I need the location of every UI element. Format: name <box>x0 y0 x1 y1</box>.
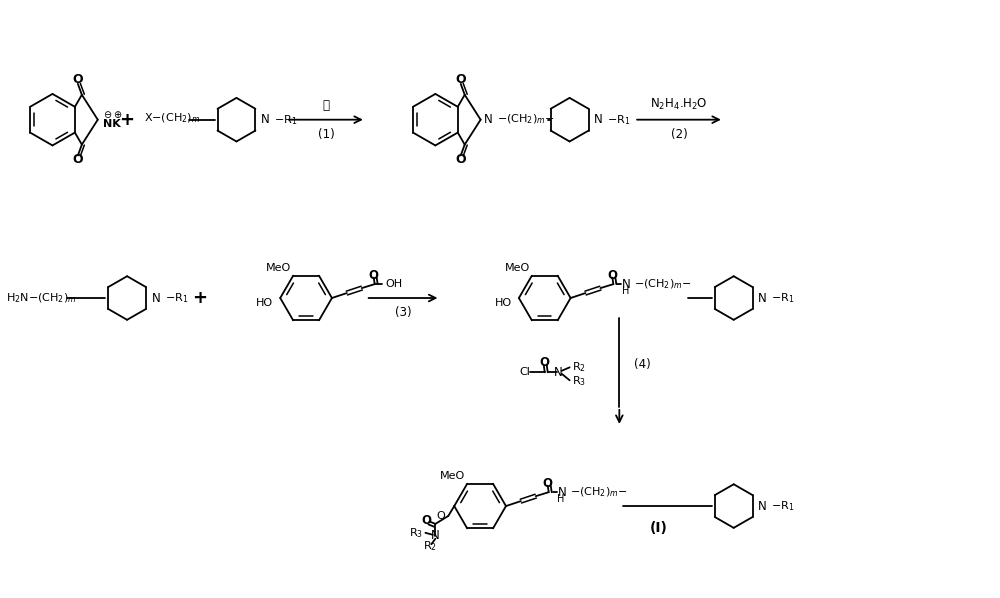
Text: R$_2$: R$_2$ <box>572 361 586 374</box>
Text: O: O <box>73 154 83 166</box>
Text: (4): (4) <box>634 358 651 371</box>
Text: $\ominus\oplus$: $\ominus\oplus$ <box>103 109 123 120</box>
Text: N: N <box>594 113 603 126</box>
Text: MeO: MeO <box>266 263 291 273</box>
Text: O: O <box>455 73 466 86</box>
Text: H$_2$N$-$(CH$_2$)$_m$: H$_2$N$-$(CH$_2$)$_m$ <box>6 291 76 305</box>
Text: MeO: MeO <box>440 471 465 481</box>
Text: MeO: MeO <box>505 263 530 273</box>
Text: $-$R$_1$: $-$R$_1$ <box>165 291 188 305</box>
Text: N: N <box>558 486 566 499</box>
Text: (2): (2) <box>671 127 687 141</box>
Text: (I): (I) <box>650 521 668 535</box>
Text: +: + <box>120 111 135 129</box>
Text: N$_2$H$_4$.H$_2$O: N$_2$H$_4$.H$_2$O <box>650 97 708 112</box>
Text: $-$R$_1$: $-$R$_1$ <box>274 113 298 127</box>
Text: H: H <box>557 493 565 504</box>
Text: O: O <box>455 154 466 166</box>
Text: R$_3$: R$_3$ <box>409 526 423 540</box>
Text: H: H <box>622 286 629 295</box>
Text: R$_2$: R$_2$ <box>423 539 437 553</box>
Text: X$-$(CH$_2$)$_m$: X$-$(CH$_2$)$_m$ <box>144 112 200 126</box>
Text: N: N <box>622 277 631 291</box>
Text: NK: NK <box>103 119 121 129</box>
Text: N: N <box>261 113 270 126</box>
Text: $-$(CH$_2$)$_m$$-$: $-$(CH$_2$)$_m$$-$ <box>497 113 554 127</box>
Text: N: N <box>758 291 767 304</box>
Text: N: N <box>151 291 160 304</box>
Text: $-$R$_1$: $-$R$_1$ <box>771 291 795 305</box>
Text: O: O <box>421 514 431 527</box>
Text: 碱: 碱 <box>322 99 329 112</box>
Text: N: N <box>554 366 563 379</box>
Text: OH: OH <box>386 279 403 289</box>
Text: O: O <box>73 73 83 86</box>
Text: (3): (3) <box>395 306 411 319</box>
Text: $-$(CH$_2$)$_m$$-$: $-$(CH$_2$)$_m$$-$ <box>570 486 627 499</box>
Text: +: + <box>192 289 207 307</box>
Text: $-$R$_1$: $-$R$_1$ <box>607 113 631 127</box>
Text: O: O <box>542 477 552 490</box>
Text: N: N <box>484 113 492 126</box>
Text: O: O <box>368 269 378 282</box>
Text: HO: HO <box>256 298 273 308</box>
Text: R$_3$: R$_3$ <box>572 374 586 388</box>
Text: (1): (1) <box>318 127 334 141</box>
Text: O: O <box>540 356 550 369</box>
Text: HO: HO <box>495 298 512 308</box>
Text: $-$R$_1$: $-$R$_1$ <box>771 499 795 513</box>
Text: N: N <box>758 499 767 512</box>
Text: O: O <box>607 269 617 282</box>
Text: N: N <box>431 529 440 542</box>
Text: O: O <box>437 511 445 521</box>
Text: $-$(CH$_2$)$_m$$-$: $-$(CH$_2$)$_m$$-$ <box>634 277 692 291</box>
Text: Cl: Cl <box>519 367 530 377</box>
